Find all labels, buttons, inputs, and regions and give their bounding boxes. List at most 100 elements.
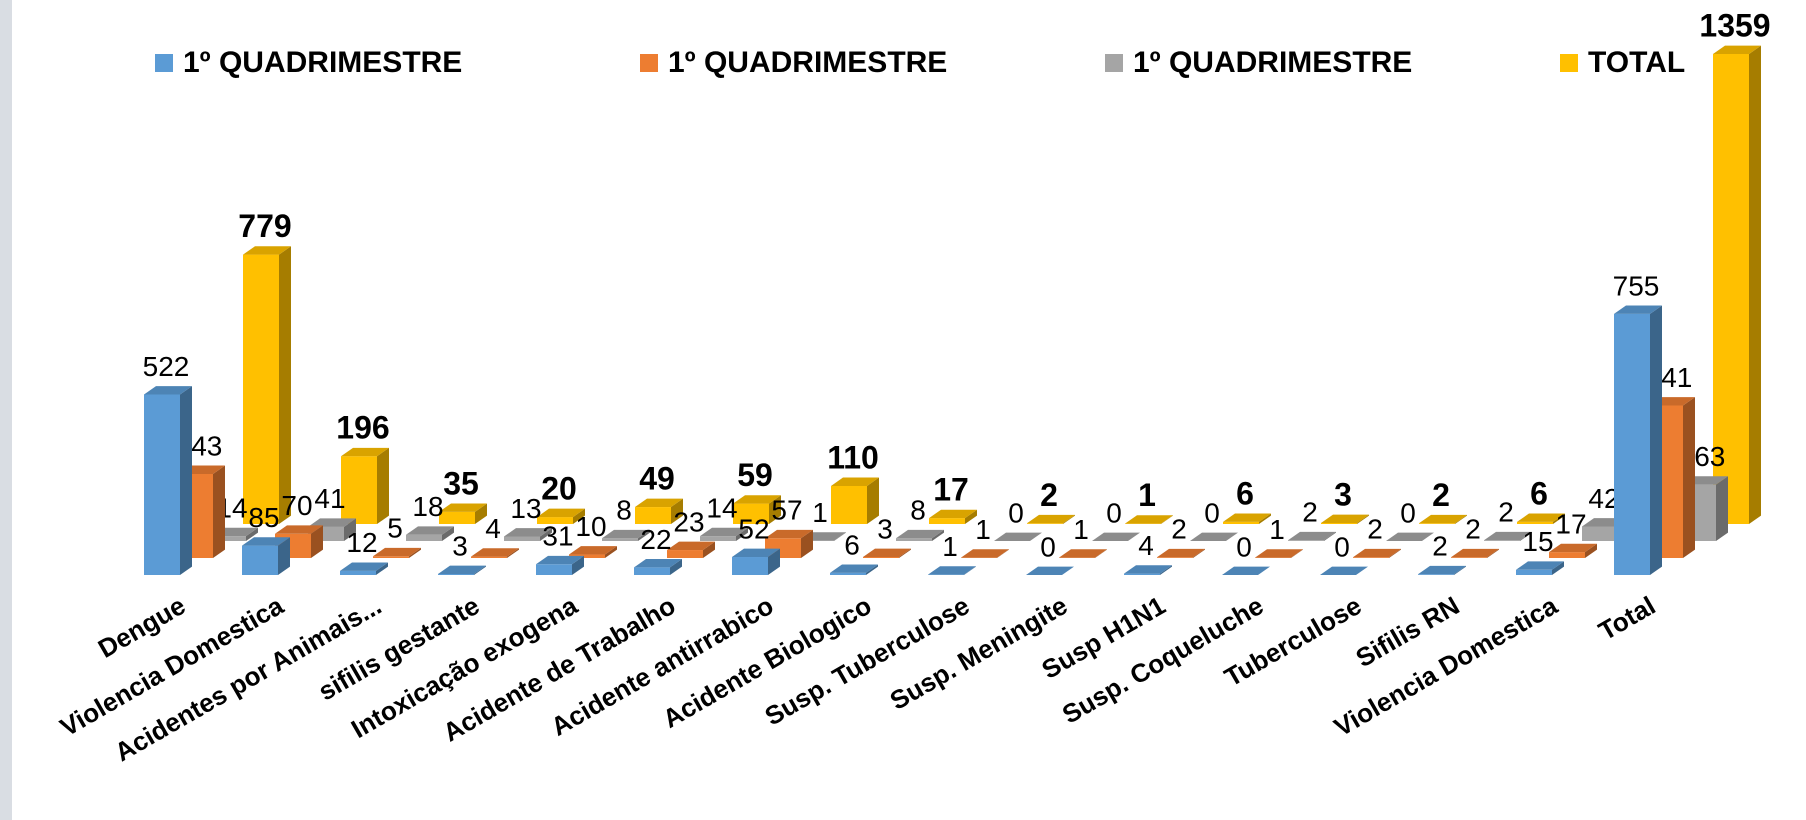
bar bbox=[536, 555, 584, 575]
data-label: 0 bbox=[1236, 531, 1252, 562]
bar bbox=[602, 529, 650, 541]
bar-front bbox=[537, 517, 573, 524]
data-label: 2 bbox=[1432, 477, 1450, 513]
bar-front bbox=[1157, 557, 1193, 558]
data-label: 1 bbox=[975, 514, 991, 545]
bar-side bbox=[769, 495, 781, 524]
bar bbox=[1419, 514, 1467, 524]
bar-side bbox=[246, 527, 258, 541]
data-label: 779 bbox=[238, 208, 291, 244]
bar-top bbox=[243, 246, 291, 255]
legend-swatch bbox=[1105, 54, 1123, 72]
bar-front bbox=[1223, 521, 1259, 524]
bar-side bbox=[1291, 549, 1303, 558]
bar-front bbox=[1027, 523, 1063, 524]
bar-top bbox=[1288, 531, 1336, 541]
bar-top bbox=[1223, 513, 1271, 522]
bar-side bbox=[1259, 513, 1271, 524]
bar-top bbox=[1157, 548, 1205, 558]
bar-side bbox=[670, 558, 682, 575]
data-label: 0 bbox=[1334, 531, 1350, 562]
data-label: 14 bbox=[706, 493, 737, 524]
data-label: 8 bbox=[910, 495, 926, 526]
bar bbox=[1125, 515, 1173, 524]
bar-side bbox=[964, 566, 976, 575]
bar-top bbox=[1092, 532, 1140, 541]
bar bbox=[733, 495, 781, 524]
bar-side bbox=[1160, 565, 1172, 575]
data-label: 8 bbox=[616, 495, 632, 526]
bar-top bbox=[928, 566, 976, 575]
data-label: 23 bbox=[673, 506, 704, 537]
data-label: 2 bbox=[1498, 497, 1514, 528]
data-label: 31 bbox=[542, 521, 573, 552]
bar-side bbox=[475, 503, 487, 524]
bar-side bbox=[1650, 305, 1662, 575]
data-label: 2 bbox=[1171, 514, 1187, 545]
data-label: 4 bbox=[485, 513, 501, 544]
bar-side bbox=[605, 546, 617, 558]
bar-front bbox=[732, 557, 768, 575]
bar-top bbox=[1713, 45, 1761, 54]
bar-side bbox=[1716, 476, 1728, 541]
bar-top bbox=[1125, 515, 1173, 524]
bar-side bbox=[1520, 531, 1532, 541]
bar-top bbox=[1451, 548, 1499, 558]
bar-top bbox=[700, 527, 748, 537]
bar-side bbox=[867, 477, 879, 524]
data-label: 0 bbox=[1008, 497, 1024, 528]
bar-top bbox=[242, 537, 290, 546]
bar-side bbox=[507, 548, 519, 558]
data-label: 6 bbox=[844, 529, 860, 560]
bar-top bbox=[1484, 531, 1532, 541]
bar-side bbox=[1063, 514, 1075, 524]
bar-front bbox=[830, 572, 866, 575]
bar-top bbox=[1418, 565, 1466, 575]
legend-label: 1º QUADRIMESTRE bbox=[183, 46, 462, 79]
data-label: 1 bbox=[1073, 514, 1089, 545]
data-label: 20 bbox=[541, 471, 577, 507]
bar-side bbox=[213, 465, 225, 558]
bar-side bbox=[180, 386, 192, 575]
bar bbox=[1484, 531, 1532, 541]
bar-side bbox=[442, 526, 454, 541]
bar bbox=[1321, 514, 1369, 524]
bar-front bbox=[1516, 569, 1552, 575]
data-label: 0 bbox=[1400, 497, 1416, 528]
data-label: 70 bbox=[281, 490, 312, 521]
bar-top bbox=[602, 529, 650, 539]
bar-front bbox=[1484, 540, 1520, 541]
bar-front bbox=[504, 536, 540, 541]
bar-front bbox=[341, 456, 377, 524]
bar-front bbox=[406, 534, 442, 541]
bar bbox=[1549, 543, 1597, 558]
bar-side bbox=[1749, 45, 1761, 524]
bar-front bbox=[373, 556, 409, 558]
bar bbox=[1223, 513, 1271, 524]
bar-side bbox=[1324, 531, 1336, 541]
bar-top bbox=[275, 525, 323, 534]
bar bbox=[1190, 532, 1238, 541]
bar-front bbox=[144, 394, 180, 575]
data-label: 52 bbox=[738, 513, 769, 544]
bar-side bbox=[965, 509, 977, 524]
bar-side bbox=[1585, 543, 1597, 558]
bar bbox=[340, 562, 388, 575]
bar-top bbox=[635, 498, 683, 508]
bar bbox=[667, 541, 715, 558]
bar-front bbox=[1614, 313, 1650, 575]
bar-top bbox=[406, 526, 454, 535]
bar-side bbox=[278, 537, 290, 575]
bar-front bbox=[536, 564, 572, 575]
bar-top bbox=[1027, 514, 1075, 524]
bar bbox=[1026, 566, 1074, 575]
data-label: 1 bbox=[1269, 514, 1285, 545]
bar-front bbox=[700, 536, 736, 541]
data-label: 2 bbox=[1302, 497, 1318, 528]
data-label: 110 bbox=[827, 439, 879, 475]
bar bbox=[1027, 514, 1075, 524]
bar-front bbox=[569, 554, 605, 558]
bar bbox=[1517, 513, 1565, 524]
bar bbox=[373, 547, 421, 558]
bar-front bbox=[1549, 552, 1585, 558]
